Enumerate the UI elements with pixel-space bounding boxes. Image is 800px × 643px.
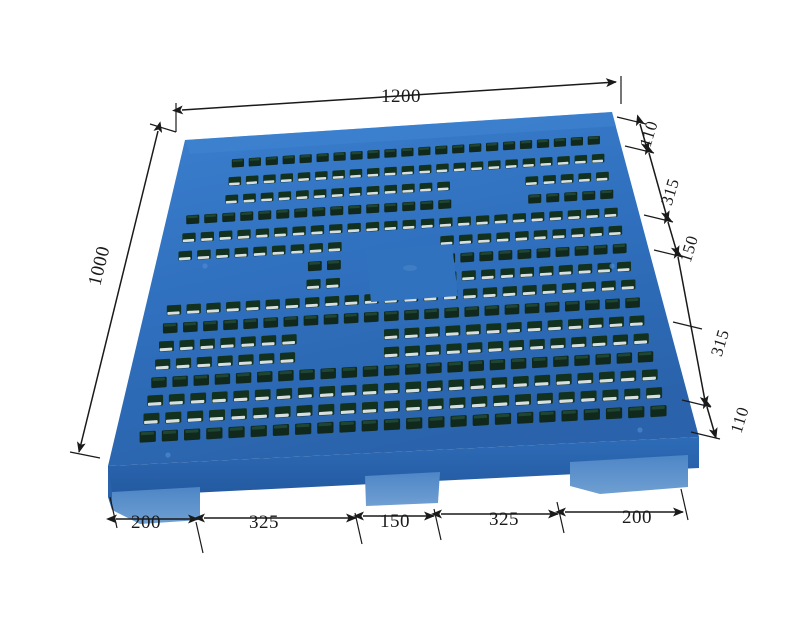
ext-line-left-top bbox=[149, 123, 177, 133]
dim-label-top-1200: 1200 bbox=[381, 86, 421, 107]
pallet-foot-center bbox=[365, 472, 440, 506]
dim-label-bottom-200-left: 200 bbox=[131, 512, 161, 533]
dim-line-right-315-bottom bbox=[673, 247, 709, 407]
pallet-front-edge bbox=[108, 437, 699, 497]
dim-line-1000 bbox=[77, 121, 163, 453]
dim-line-right-315-top bbox=[644, 143, 670, 222]
dim-label-bottom-150: 150 bbox=[380, 511, 410, 532]
pallet-center-gloss bbox=[403, 265, 417, 271]
pallet-deck-chamfer bbox=[185, 112, 616, 154]
dimension-lines bbox=[69, 76, 721, 554]
dim-line-right-150 bbox=[663, 212, 680, 257]
dim-line-right-110-bottom bbox=[702, 397, 718, 439]
dim-label-bottom-200-right: 200 bbox=[622, 507, 652, 528]
dim-label-bottom-325-right: 325 bbox=[489, 509, 519, 530]
pallet-dimple bbox=[202, 263, 208, 269]
pallet-foot-right bbox=[570, 455, 688, 494]
pallet-illustration bbox=[108, 112, 699, 524]
dim-label-bottom-325-left: 325 bbox=[249, 512, 279, 533]
pallet-dimple bbox=[609, 263, 615, 269]
ext-line-left-bottom bbox=[69, 451, 101, 459]
pallet-dimple bbox=[165, 452, 171, 458]
pallet-center-panel bbox=[366, 244, 458, 302]
pallet-dimple bbox=[637, 427, 643, 433]
dim-line-1200 bbox=[172, 78, 617, 115]
